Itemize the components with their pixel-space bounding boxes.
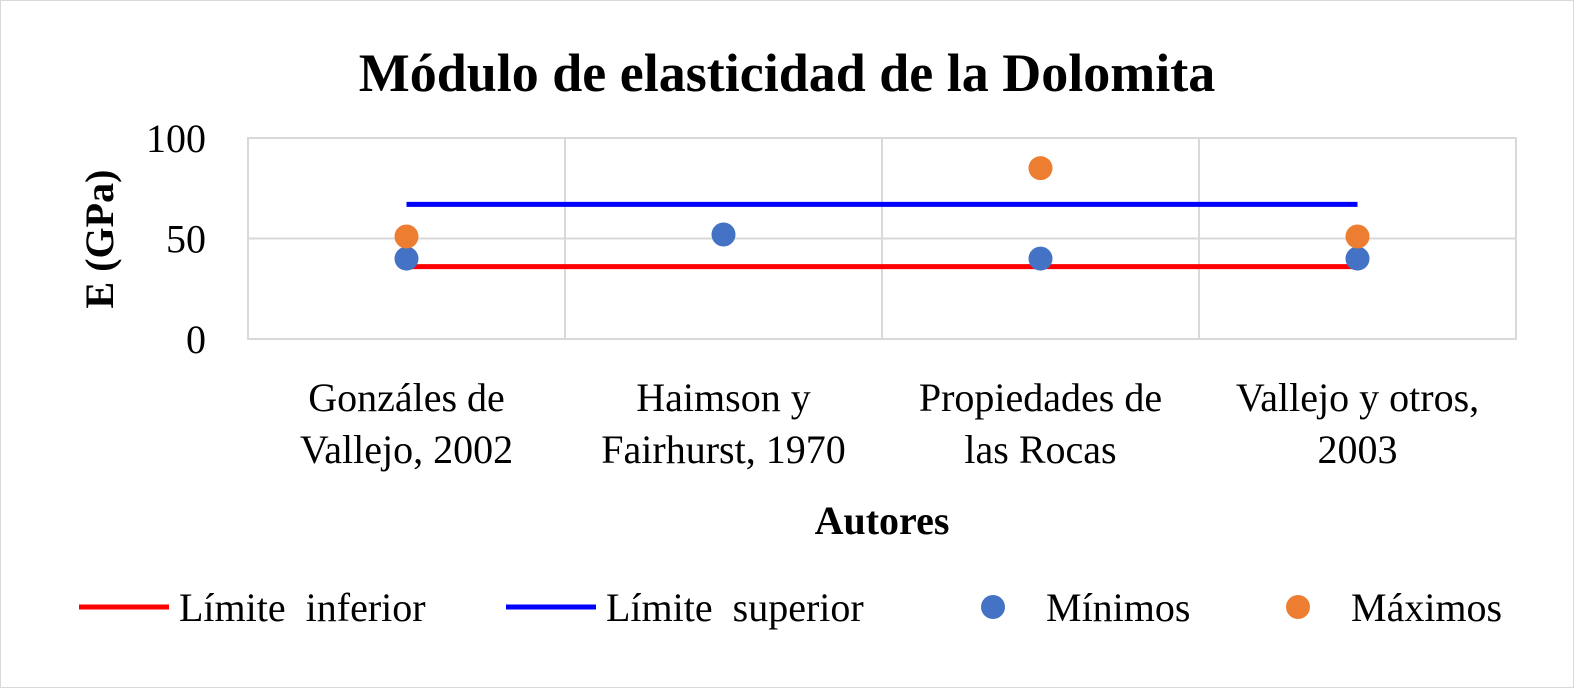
legend-label: Límite superior [606,585,864,630]
x-category-label: Haimson y Fairhurst, 1970 [601,375,845,472]
y-tick-labels: 0 50 100 [146,116,206,362]
y-tick-label: 0 [186,317,206,362]
legend-swatch [1286,595,1310,619]
x-category-label-line: Vallejo, 2002 [300,427,513,472]
x-category-labels: Gonzáles de Vallejo, 2002 Haimson y Fairhur… [300,375,1479,472]
grid [247,137,1517,340]
x-category-label-line: Propiedades de [919,375,1162,420]
series-point [1345,246,1370,271]
legend: Límite inferior Límite superior Mínimos Máx… [79,585,1502,630]
x-category-label-line: Haimson y [636,375,810,420]
y-axis-title: E (GPa) [77,170,122,309]
x-category-label-line: 2003 [1318,427,1398,472]
x-category-label-line: las Rocas [964,427,1116,472]
chart-title: Módulo de elasticidad de la Dolomita [359,43,1216,103]
legend-swatch [981,595,1005,619]
y-tick-label: 50 [166,217,206,262]
legend-label: Límite inferior [179,585,426,630]
y-tick-label: 100 [146,116,206,161]
series-point [394,246,419,271]
series-point [1345,224,1370,249]
x-category-label-line: Gonzáles de [308,375,505,420]
x-category-label-line: Fairhurst, 1970 [601,427,845,472]
x-category-label: Gonzáles de Vallejo, 2002 [300,375,513,472]
series-layer [394,156,1370,271]
series-point [711,222,736,247]
series-point [1028,246,1053,271]
legend-label: Máximos [1351,585,1502,630]
x-category-label-line: Vallejo y otros, [1236,375,1479,420]
x-category-label: Propiedades de las Rocas [919,375,1162,472]
series-point [1028,156,1053,181]
legend-label: Mínimos [1046,585,1190,630]
x-category-label: Vallejo y otros, 2003 [1236,375,1479,472]
series-point [394,224,419,249]
x-axis-title: Autores [815,498,950,543]
